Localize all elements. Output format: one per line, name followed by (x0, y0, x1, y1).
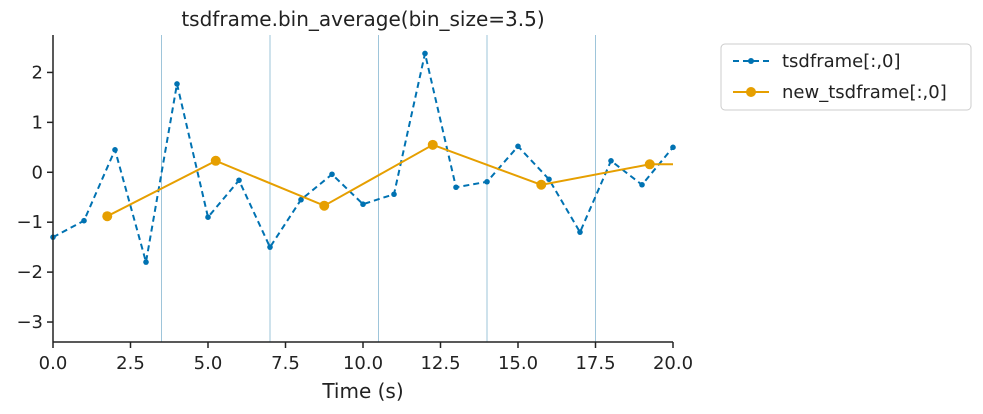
series-2-point (644, 159, 655, 170)
series-1-point (515, 143, 521, 150)
series-2-point (536, 179, 547, 190)
series-1-point (174, 81, 180, 87)
series-1-point (608, 157, 614, 164)
x-tick-label: 7.5 (271, 353, 300, 374)
legend-marker-series-1 (748, 58, 754, 64)
series-1-point (577, 229, 583, 235)
bin-edge-lines (161, 35, 596, 342)
legend-label-series-2: new_tsdframe[:,0] (782, 82, 947, 103)
plot-area (50, 50, 676, 265)
y-tick-label: 1 (32, 112, 43, 133)
x-tick-label: 20.0 (653, 353, 693, 374)
series-1-point (360, 201, 366, 208)
series-1-point (267, 244, 273, 250)
series-1-point (81, 217, 87, 224)
series-1-point (298, 196, 304, 203)
series-1-point (236, 177, 242, 184)
chart-title: tsdframe.bin_average(bin_size=3.5) (181, 7, 544, 31)
series-1-point (329, 171, 335, 178)
y-tick-label: 2 (32, 62, 43, 83)
series-1-point (453, 184, 459, 191)
y-tick-label: −1 (16, 212, 43, 233)
series-2-point (427, 139, 438, 150)
y-axis-ticks: −3 −2 −1 0 1 2 (16, 62, 53, 333)
series-1-point (422, 50, 428, 57)
x-tick-label: 17.5 (575, 353, 615, 374)
y-tick-label: −2 (16, 262, 43, 283)
series-2-line (106, 143, 673, 218)
series-1-point (143, 259, 149, 265)
legend: tsdframe[:,0] new_tsdframe[:,0] (720, 43, 972, 111)
legend-box (720, 43, 972, 111)
series-1-point (112, 147, 118, 153)
series-2-point (319, 200, 330, 211)
series-1-point (546, 176, 552, 183)
x-axis-title: Time (s) (321, 379, 403, 403)
x-tick-label: 5.0 (194, 353, 223, 374)
series-1-point (484, 178, 490, 185)
y-tick-label: 0 (32, 162, 43, 183)
series-1-point (205, 214, 211, 221)
x-tick-label: 10.0 (343, 353, 383, 374)
x-tick-label: 0.0 (39, 353, 68, 374)
x-tick-label: 15.0 (498, 353, 538, 374)
series-1-point (670, 144, 676, 151)
y-tick-label: −3 (16, 312, 43, 333)
x-tick-label: 12.5 (420, 353, 460, 374)
series-1-point (391, 191, 397, 198)
x-tick-label: 2.5 (116, 353, 145, 374)
series-2-point (210, 155, 221, 166)
x-axis-ticks: 0.0 2.5 5.0 7.5 10.0 12.5 15.0 17.5 20.0 (39, 342, 693, 374)
legend-marker-series-2 (746, 87, 756, 97)
legend-label-series-1: tsdframe[:,0] (782, 51, 901, 72)
series-2-point (102, 211, 113, 222)
series-1-point (639, 181, 645, 188)
